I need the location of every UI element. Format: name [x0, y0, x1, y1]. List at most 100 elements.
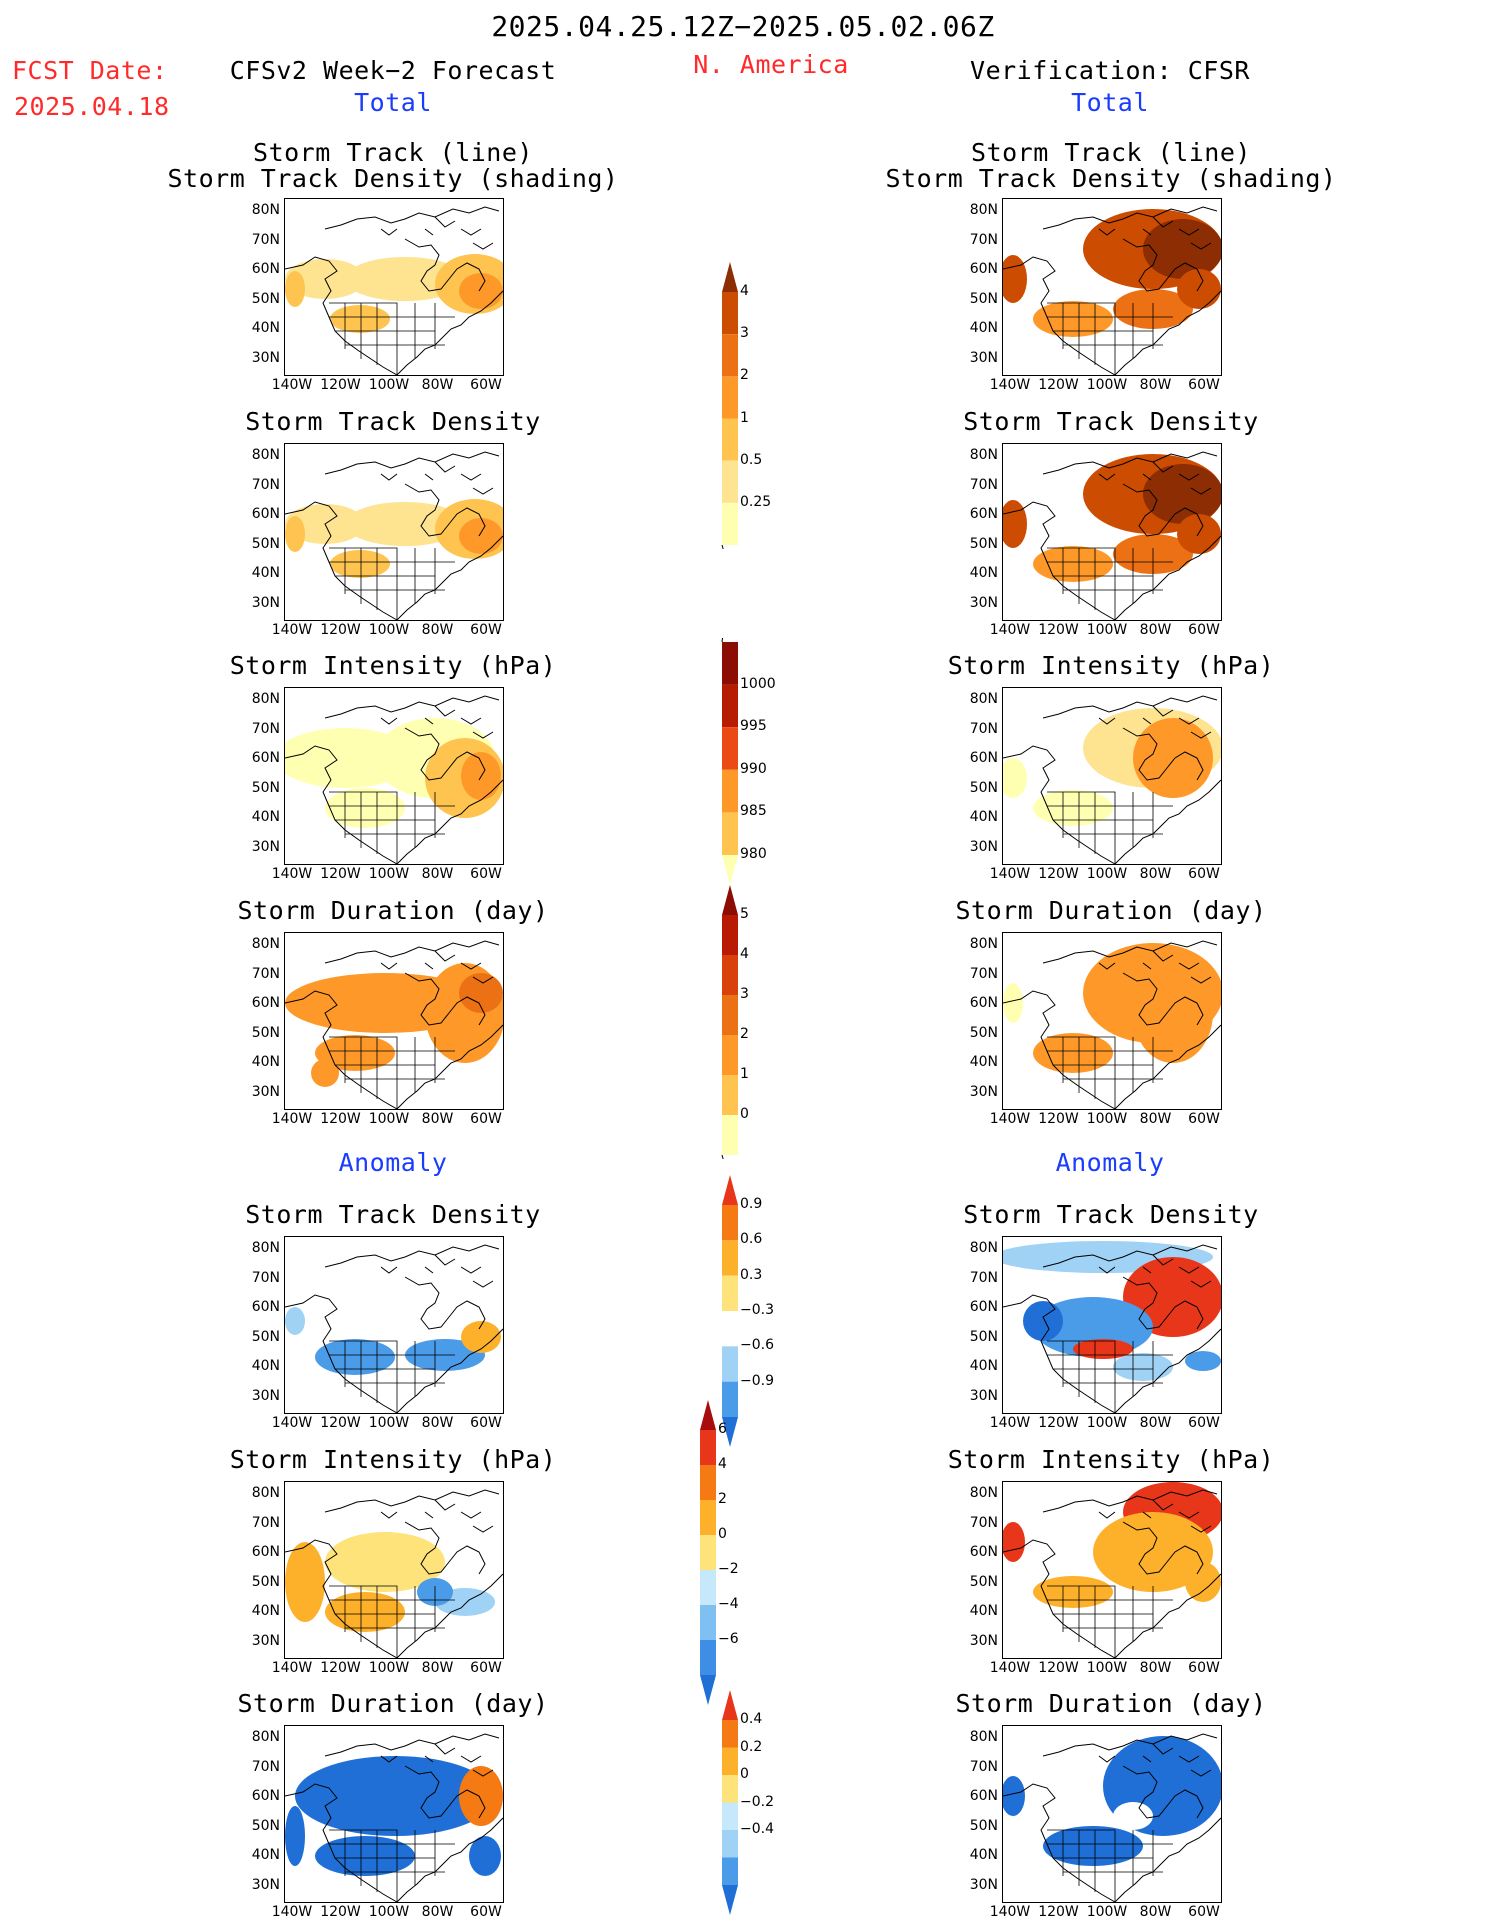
forecast-column-title: CFSv2 Week−2 Forecast: [229, 56, 557, 85]
latitude-label: 50N: [251, 535, 280, 552]
longitude-label: 120W: [320, 1660, 361, 1676]
state-borders: [329, 1585, 455, 1658]
latitude-label: 50N: [969, 1328, 998, 1345]
islands: [380, 461, 494, 495]
shading-region: [1003, 1776, 1025, 1816]
islands: [1098, 216, 1212, 250]
latitude-label: 80N: [251, 691, 280, 707]
shading-region: [1133, 963, 1213, 1063]
coastline: [1003, 206, 1221, 375]
longitude-label: 80W: [1139, 866, 1172, 882]
islands: [380, 705, 494, 739]
longitude-label: 140W: [271, 377, 313, 393]
latitude-label: 80N: [969, 1240, 998, 1256]
latitude-label: 50N: [969, 1817, 998, 1834]
coastline: [285, 206, 503, 375]
coastline: [285, 940, 503, 1109]
shading-region: [459, 273, 503, 309]
panel-title: Storm Track (line): [253, 138, 533, 167]
longitude-label: 80W: [1139, 1415, 1172, 1431]
shading-region: [1177, 269, 1221, 309]
islands: [1098, 461, 1212, 495]
shading-region: [1033, 1033, 1113, 1073]
shading-region: [459, 518, 503, 554]
latitude-label: 80N: [969, 691, 998, 707]
longitude-label: 60W: [1188, 622, 1220, 638]
longitude-label: 100W: [1086, 866, 1128, 882]
verification-column-title: Verification: CFSR: [970, 56, 1250, 85]
shading-region: [1043, 1826, 1143, 1866]
latitude-label: 50N: [251, 779, 280, 796]
state-borders: [1047, 1829, 1173, 1902]
coastline: [1003, 451, 1221, 620]
latitude-label: 40N: [969, 320, 998, 336]
shading-region: [1185, 1562, 1221, 1602]
left-total-label: Total: [354, 88, 432, 117]
colorbar-label: 6: [718, 1421, 727, 1437]
colorbar-label: 0: [740, 1106, 749, 1122]
colorbar-cell: [722, 769, 738, 813]
colorbar-cell: [722, 1311, 738, 1347]
panel-title: Storm Duration (day): [237, 1689, 549, 1718]
colorbar-label: 3: [740, 986, 749, 1002]
colorbar-label: 0: [718, 1526, 727, 1542]
latitude-label: 30N: [251, 1387, 280, 1404]
shading-region: [285, 1806, 305, 1866]
coastline: [285, 1733, 503, 1902]
latitude-label: 40N: [251, 565, 280, 581]
shading-region: [1133, 718, 1213, 798]
state-borders: [1047, 547, 1173, 620]
longitude-label: 80W: [421, 622, 454, 638]
longitude-label: 120W: [1038, 377, 1079, 393]
state-borders: [329, 547, 455, 620]
longitude-label: 120W: [1038, 622, 1079, 638]
colorbar-bottom-tip: [722, 855, 738, 885]
latitude-label: 30N: [969, 1083, 998, 1100]
shading-region: [1003, 255, 1027, 303]
forecast-map: [284, 1725, 504, 1903]
colorbar-cell: [722, 1035, 738, 1075]
longitude-label: 80W: [1139, 1904, 1172, 1920]
latitude-label: 70N: [251, 476, 280, 493]
verification-map: [1002, 687, 1222, 865]
colorbar-label: 0.25: [740, 493, 772, 510]
colorbar-cell: [722, 1115, 738, 1155]
state-borders: [329, 302, 455, 375]
colorbar-label: 0.6: [740, 1231, 763, 1248]
latitude-label: 80N: [969, 936, 998, 952]
latitude-label: 80N: [969, 202, 998, 218]
latitude-label: 40N: [251, 1054, 280, 1070]
latitude-label: 70N: [969, 1514, 998, 1531]
colorbar-cell: [722, 334, 738, 377]
colorbar-cell: [722, 955, 738, 995]
longitude-label: 80W: [421, 1660, 454, 1676]
shading-region: [1143, 219, 1221, 279]
latitude-label: 80N: [969, 447, 998, 463]
latitude-label: 50N: [969, 1573, 998, 1590]
latitude-label: 70N: [251, 231, 280, 248]
state-borders: [329, 791, 455, 864]
latitude-label: 50N: [969, 535, 998, 552]
verification-map: [1002, 1236, 1222, 1414]
latitude-label: 50N: [969, 779, 998, 796]
colorbar-cell: [700, 1570, 716, 1605]
colorbar-label: 5: [740, 906, 749, 922]
panel-title: Storm Track Density: [963, 1200, 1259, 1229]
latitude-label: 40N: [969, 565, 998, 581]
colorbar-label: 4: [740, 946, 749, 962]
panel-title: Storm Track (line): [971, 138, 1251, 167]
latitude-label: 80N: [969, 1729, 998, 1745]
colorbar-cell: [722, 995, 738, 1035]
state-borders: [329, 1036, 455, 1109]
longitude-label: 120W: [320, 1111, 361, 1127]
shading-region: [1177, 514, 1221, 554]
panel-title: Storm Intensity (hPa): [947, 1445, 1275, 1474]
latitude-label: 80N: [251, 936, 280, 952]
latitude-label: 50N: [251, 1817, 280, 1834]
latitude-label: 80N: [251, 1485, 280, 1501]
longitude-label: 100W: [1086, 1111, 1128, 1127]
latitude-label: 70N: [251, 1514, 280, 1531]
shading-region: [315, 1339, 395, 1375]
colorbar-cell: [722, 1240, 738, 1276]
longitude-label: 140W: [989, 1415, 1031, 1431]
